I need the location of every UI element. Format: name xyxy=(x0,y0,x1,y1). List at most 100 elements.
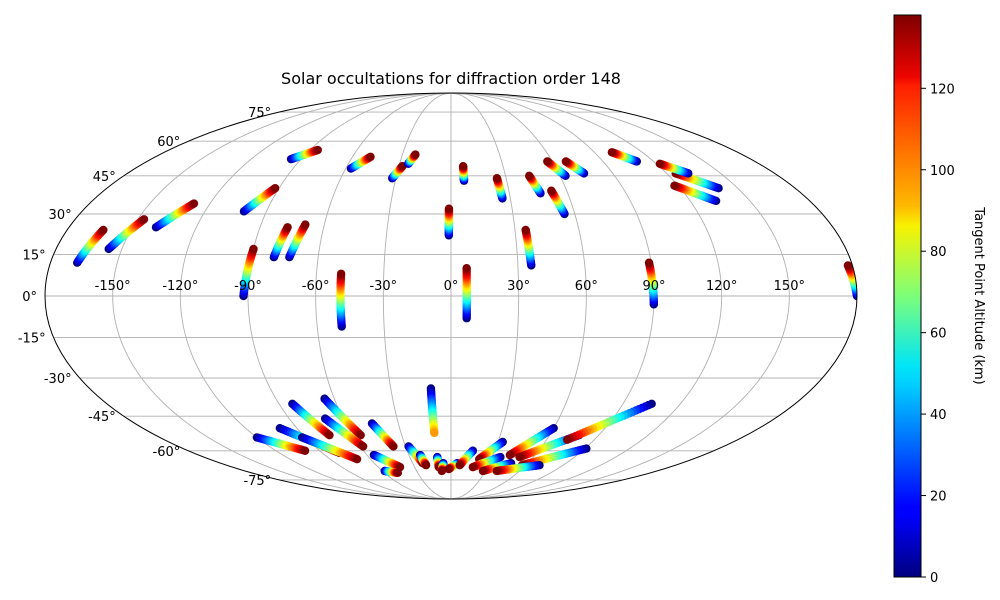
latitude-tick-label: 0° xyxy=(22,290,37,305)
longitude-tick-label: -30° xyxy=(369,279,397,294)
occultation-track xyxy=(607,148,641,166)
occultation-track xyxy=(104,215,149,254)
track-point xyxy=(478,466,488,476)
track-point xyxy=(547,186,556,195)
track-point xyxy=(411,150,420,159)
occultation-track xyxy=(297,433,362,464)
occultation-track xyxy=(404,150,420,169)
track-point xyxy=(366,152,375,162)
longitude-tick-label: 60° xyxy=(575,279,598,294)
colorbar-tick-label: 20 xyxy=(930,490,947,505)
occultation-track xyxy=(151,199,199,232)
latitude-tick-label: -60° xyxy=(153,445,181,460)
occultation-track xyxy=(547,186,569,219)
track-point xyxy=(505,450,515,460)
occultation-track xyxy=(252,433,310,455)
longitude-tick-label: 30° xyxy=(507,279,530,294)
latitude-tick-label: 30° xyxy=(49,208,72,223)
occultation-track xyxy=(388,161,407,183)
track-point xyxy=(393,468,403,478)
track-point xyxy=(270,184,280,193)
occultation-track xyxy=(455,446,478,470)
track-point xyxy=(492,466,501,476)
latitude-tick-label: 75° xyxy=(248,106,271,121)
track-point xyxy=(352,454,362,464)
colorbar-label: Tangent Point Altitude (km) xyxy=(971,206,986,384)
longitude-tick-label: 0° xyxy=(444,279,459,294)
occultation-track xyxy=(521,225,536,270)
latitude-tick-label: 45° xyxy=(93,170,116,185)
latitude-tick-label: -75° xyxy=(243,474,271,489)
occultation-track xyxy=(468,452,505,472)
track-point xyxy=(655,159,665,169)
track-point xyxy=(468,462,478,472)
colorbar-tick-label: 60 xyxy=(930,327,947,342)
latitude-tick-label: 60° xyxy=(157,135,180,150)
occultation-track xyxy=(563,399,656,444)
track-point xyxy=(249,244,258,254)
colorbar-tick-label: 40 xyxy=(930,408,947,423)
occultation-track xyxy=(505,423,558,460)
colorbar: 0 20 40 60 80 100 120 Tangent Point Altitude (… xyxy=(893,14,986,586)
track-point xyxy=(843,261,853,270)
track-point xyxy=(521,225,530,235)
track-point xyxy=(563,435,572,444)
occultation-track xyxy=(239,184,280,216)
track-point xyxy=(283,223,292,232)
latitude-tick-label: -30° xyxy=(44,372,72,387)
track-point xyxy=(99,225,108,235)
occultation-tracks xyxy=(73,145,857,478)
occultation-track xyxy=(843,261,857,301)
occultation-track xyxy=(561,157,589,178)
occultation-track xyxy=(655,159,693,178)
track-point xyxy=(139,215,149,224)
track-point xyxy=(356,430,365,440)
occultation-track xyxy=(670,181,721,206)
track-point xyxy=(437,466,447,476)
track-point xyxy=(670,181,679,190)
longitude-tick-label: -60° xyxy=(302,279,330,294)
occultation-track xyxy=(492,174,507,203)
track-point xyxy=(492,174,502,183)
occultation-track xyxy=(239,244,258,301)
occultation-track xyxy=(543,157,570,181)
track-point xyxy=(325,430,334,440)
occultation-track xyxy=(380,466,403,478)
track-point xyxy=(300,446,310,455)
occultation-track xyxy=(458,161,469,185)
longitude-tick-label: -120° xyxy=(162,279,198,294)
latitude-tick-label: 15° xyxy=(23,248,46,263)
longitude-tick-label: -150° xyxy=(95,279,131,294)
colorbar-tick-label: 100 xyxy=(930,164,955,179)
latitude-tick-label: -15° xyxy=(18,332,46,347)
latitude-tick-labels: 75° 60° 45° 30° 15° 0° -15° -30° -45° -60° -75° xyxy=(18,106,271,489)
track-point xyxy=(336,269,346,278)
track-point xyxy=(644,258,654,267)
colorbar-ticks: 0 20 40 60 80 100 120 xyxy=(921,82,955,586)
chart-title: Solar occultations for diffraction order… xyxy=(281,69,621,88)
map-boundary xyxy=(44,92,858,500)
occultation-track xyxy=(492,461,544,476)
track-point xyxy=(444,204,454,213)
track-point xyxy=(524,171,534,181)
track-point xyxy=(389,442,398,451)
track-point xyxy=(543,157,552,166)
occultation-track xyxy=(426,384,439,438)
track-point xyxy=(421,461,431,470)
occultation-track xyxy=(369,450,405,472)
occultation-track xyxy=(524,171,545,198)
latitude-tick-label: -45° xyxy=(88,410,116,425)
occultation-track xyxy=(269,223,292,262)
occultation-track xyxy=(320,414,368,451)
occultation-track xyxy=(462,264,471,323)
track-point xyxy=(444,464,453,474)
occultation-track xyxy=(644,258,659,309)
track-point xyxy=(607,148,617,157)
track-point xyxy=(301,220,310,229)
track-point xyxy=(561,157,571,166)
track-point xyxy=(455,461,464,470)
longitude-tick-labels: -150° -120° -90° -60° -30° 0° 30° 60° 90° 120° 150… xyxy=(95,279,805,294)
track-point xyxy=(189,199,199,208)
colorbar-tick-label: 120 xyxy=(930,82,955,97)
occultation-track xyxy=(346,152,375,173)
